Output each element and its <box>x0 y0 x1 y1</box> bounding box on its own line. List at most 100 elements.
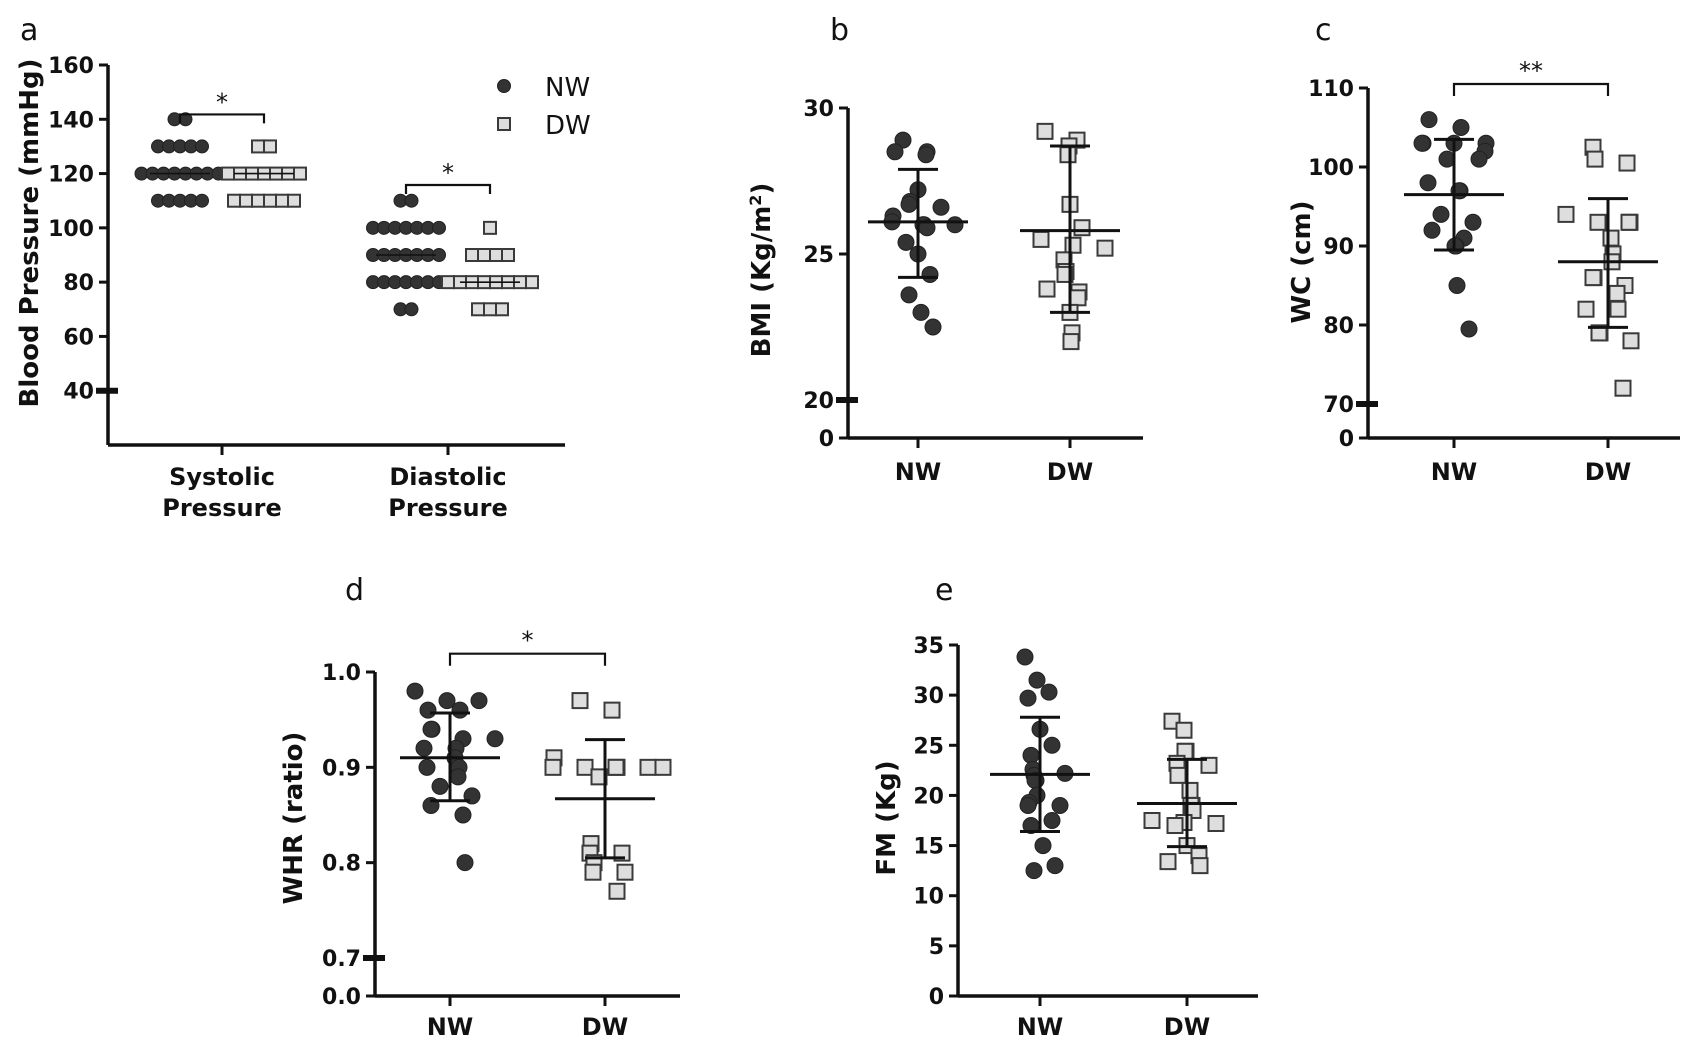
axes-a: 40 60 80 100 120 140 160 Systolic Pressure Diasto… <box>48 54 565 522</box>
point-dw-a-1-1 <box>263 139 277 154</box>
x-category-label-c-1: DW <box>1585 458 1631 486</box>
point-dw-d-8 <box>654 758 672 776</box>
point-dw-c-15 <box>1609 300 1627 318</box>
point-nw-d-9 <box>415 739 433 757</box>
significance-bracket-d-0 <box>448 652 607 666</box>
legend: NW DW <box>497 73 591 141</box>
point-nw-d-18 <box>454 806 472 824</box>
y-tick-label-a-6: 160 <box>48 54 94 79</box>
point-nw-b-0 <box>894 131 912 149</box>
panel-c-wc: c WC (cm) 0 70 80 90 100 110 NW DW ** <box>1287 13 1680 486</box>
point-dw-d-15 <box>616 863 634 881</box>
y-tick-label-d-2: 0.8 <box>322 852 361 877</box>
y-tick-label-a-3: 100 <box>48 217 94 242</box>
y-axis-title-d: WHR (ratio) <box>279 732 309 905</box>
point-dw-b-8 <box>1096 239 1114 257</box>
point-nw-c-1 <box>1452 119 1470 136</box>
point-nw-d-0 <box>406 682 424 700</box>
y-tick-label-c-0: 0 <box>1339 427 1354 452</box>
y-axis-title-b-main: BMI (Kg/m <box>747 206 777 358</box>
group-e-nw <box>990 648 1090 880</box>
axes-c: 0 70 80 90 100 110 NW DW <box>1308 77 1680 486</box>
point-dw-e-13 <box>1207 815 1225 833</box>
y-tick-label-b-0: 0 <box>819 427 834 452</box>
point-dw-a-1-12 <box>263 193 277 208</box>
x-category-label-d-1: DW <box>582 1013 628 1041</box>
point-dw-e-14 <box>1166 817 1184 835</box>
point-nw-a-2-8 <box>432 220 446 235</box>
point-dw-a-1-11 <box>251 193 265 208</box>
point-dw-c-1 <box>1586 150 1604 168</box>
significance-label-a-1: * <box>442 159 454 187</box>
point-dw-b-6 <box>1032 230 1050 248</box>
point-nw-e-18 <box>1034 837 1052 855</box>
point-dw-a-3-2 <box>477 248 491 262</box>
point-dw-a-3-14 <box>483 302 497 317</box>
point-nw-e-3 <box>1019 689 1037 707</box>
point-dw-c-14 <box>1577 300 1595 318</box>
group-a-dw-0 <box>221 139 307 208</box>
x-category-label-a-0-line1: Pressure <box>162 494 281 522</box>
point-dw-e-6 <box>1169 766 1187 784</box>
y-tick-label-e-5: 25 <box>913 734 944 759</box>
significance-bracket-a-1 <box>404 183 492 194</box>
x-category-label-d-0: NW <box>427 1013 474 1041</box>
panel-d-whr: d WHR (ratio) 0.0 0.7 0.8 0.9 1.0 NW DW * <box>279 573 680 1041</box>
y-tick-label-c-5: 110 <box>1308 77 1354 102</box>
point-dw-c-4 <box>1589 213 1607 231</box>
point-nw-e-15 <box>1051 796 1069 814</box>
point-nw-e-0 <box>1016 648 1034 666</box>
point-nw-b-18 <box>912 303 930 321</box>
point-dw-b-12 <box>1038 280 1056 298</box>
y-tick-label-a-2: 80 <box>63 271 94 296</box>
significance-label-d-0: * <box>522 627 534 655</box>
y-tick-label-e-3: 15 <box>913 835 944 860</box>
point-dw-d-16 <box>608 882 626 900</box>
group-d-dw <box>544 692 672 900</box>
point-dw-d-4 <box>576 758 594 776</box>
group-b-nw <box>868 131 968 336</box>
group-e-dw <box>1137 712 1237 875</box>
point-dw-a-1-14 <box>287 193 301 208</box>
point-dw-a-3-12 <box>525 275 539 290</box>
point-dw-c-6 <box>1620 213 1638 231</box>
y-tick-label-d-3: 0.9 <box>322 756 361 781</box>
point-dw-a-3-3 <box>489 248 503 262</box>
legend-dw-label: DW <box>545 111 591 141</box>
y-axis-title-c: WC (cm) <box>1287 200 1317 323</box>
point-nw-b-6 <box>900 195 918 213</box>
x-category-label-a-1-line1: Pressure <box>388 494 507 522</box>
y-tick-label-d-0: 0.0 <box>322 985 361 1010</box>
x-category-label-e-0: NW <box>1017 1013 1064 1041</box>
legend-nw-label: NW <box>545 73 590 103</box>
point-nw-a-0-6 <box>195 139 209 154</box>
point-nw-e-14 <box>1019 796 1037 814</box>
point-nw-a-2-24 <box>404 302 419 317</box>
y-tick-label-c-4: 100 <box>1308 156 1354 181</box>
point-nw-d-12 <box>418 758 436 776</box>
point-dw-a-3-0 <box>483 220 497 235</box>
panel-e-fm: e FM (Kg) 0 5 10 15 20 25 30 35 NW DW <box>872 573 1258 1041</box>
point-dw-a-1-9 <box>227 193 241 208</box>
y-tick-label-e-0: 0 <box>929 985 944 1010</box>
point-nw-e-6 <box>1022 746 1040 764</box>
panel-a-blood-pressure: a Blood Pressure (mmHg) NW DW 40 60 80 100 1… <box>15 13 591 522</box>
point-nw-d-6 <box>422 720 440 738</box>
significance-bracket-a-0 <box>178 113 266 124</box>
point-nw-d-1 <box>438 692 456 710</box>
point-nw-c-0 <box>1420 111 1438 129</box>
point-dw-b-0 <box>1036 122 1054 140</box>
x-category-label-a-0-line0: Systolic <box>169 463 275 491</box>
y-tick-label-d-1: 0.7 <box>322 947 361 972</box>
point-nw-e-20 <box>1025 862 1043 880</box>
point-nw-b-7 <box>932 198 950 216</box>
point-nw-b-14 <box>897 233 915 251</box>
point-nw-e-2 <box>1040 683 1058 701</box>
point-dw-d-0 <box>571 692 589 710</box>
point-nw-d-4 <box>451 701 469 719</box>
y-tick-label-c-1: 70 <box>1323 393 1354 418</box>
point-nw-e-1 <box>1028 671 1046 689</box>
point-nw-d-19 <box>456 854 474 872</box>
point-nw-b-19 <box>924 318 942 336</box>
x-category-label-b-0: NW <box>895 458 942 486</box>
